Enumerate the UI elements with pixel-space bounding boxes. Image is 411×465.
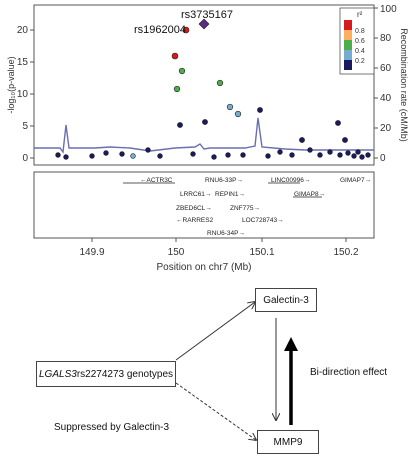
legend-swatch	[344, 60, 352, 70]
legend-title: r²	[357, 10, 363, 19]
snp-point	[277, 149, 283, 155]
gene-label: RNU6-33P→	[205, 177, 243, 184]
snp-point	[365, 152, 371, 158]
y-left-tick: 15	[17, 57, 29, 68]
snp-point	[345, 150, 351, 156]
snp-point	[355, 149, 361, 155]
x-tick: 150	[168, 247, 185, 258]
snp-point	[182, 26, 190, 34]
gene-label: RNU6-34P→	[207, 230, 245, 237]
snp-point	[337, 152, 343, 158]
x-tick: 149.9	[79, 247, 104, 258]
x-tick: 150.1	[249, 247, 274, 258]
snp-point	[327, 149, 333, 155]
snp-point	[173, 85, 181, 93]
snp-point	[130, 153, 136, 159]
y-left-tick: 0	[22, 153, 28, 164]
y-right-axis-label: Recombination rate (cM/Mb)	[399, 28, 409, 142]
y-right-tick: 60	[380, 63, 392, 74]
gene-label: ←RARRES2	[176, 217, 214, 224]
legend-tick: 0.6	[355, 38, 365, 45]
y-left-tick: 20	[17, 25, 29, 36]
snp-point	[55, 152, 61, 158]
snp-point	[289, 152, 295, 158]
snp-point	[89, 153, 95, 159]
legend-swatch	[344, 30, 352, 40]
bi-direction-label: Bi-direction effect	[310, 367, 388, 378]
lead-snp-label: rs3735167	[181, 9, 233, 21]
plot-frame	[33, 4, 375, 166]
snp-point	[103, 150, 109, 156]
regional-association-plot: -log₁₀(p-value) Recombination rate (cM/M…	[6, 4, 409, 273]
arrow-genotype-to-galectin	[175, 302, 255, 361]
gene-track: ←ACTR3C RNU6-33P→ LINC00996→ GIMAP7→ LRR…	[123, 177, 371, 237]
gene-label: ZBED6CL→	[176, 205, 212, 212]
snp-point	[335, 120, 341, 126]
gene-label: LOC728743→	[242, 217, 284, 224]
gene-label: LRRC61→	[180, 191, 211, 198]
y-right-ticks: 0 20 40 60 80 100	[374, 4, 397, 164]
y-left-ticks: 0 5 10 15 20	[17, 25, 34, 164]
recombination-rate-line	[34, 117, 374, 154]
snp-point	[190, 151, 196, 157]
galectin-3-box: Galectin-3	[255, 288, 317, 312]
lead-snp-diamond	[198, 18, 210, 30]
suppressed-label: Suppressed by Galectin-3	[54, 422, 170, 433]
snp-point	[177, 122, 183, 128]
secondary-snp-label: rs1962004	[134, 24, 186, 36]
y-right-tick: 40	[380, 93, 392, 104]
x-axis-label: Position on chr7 (Mb)	[156, 262, 251, 273]
y-left-tick: 10	[17, 89, 29, 100]
snp-point	[226, 103, 234, 111]
snp-point	[216, 79, 224, 87]
snp-point	[257, 107, 263, 113]
gene-track-frame	[33, 171, 375, 239]
snp-point	[211, 154, 217, 160]
y-left-axis-label: -log₁₀(p-value)	[6, 56, 16, 113]
snp-point	[63, 154, 69, 160]
snp-point	[342, 137, 348, 143]
legend-tick: 0.2	[355, 58, 365, 65]
snp-point	[157, 153, 163, 159]
snp-point	[145, 147, 151, 153]
snp-point	[359, 154, 365, 160]
snp-point	[299, 137, 305, 143]
legend-swatch	[344, 20, 352, 30]
snp-point	[351, 153, 357, 159]
x-ticks: 149.9 150 150.1 150.2	[79, 238, 359, 258]
snp-point	[225, 152, 231, 158]
legend-swatch	[344, 50, 352, 60]
arrow-genotype-to-mmp9	[175, 382, 256, 440]
x-tick: 150.2	[333, 247, 358, 258]
genotype-box: LGALS3 rs2274273 genotypes	[36, 361, 176, 387]
gene-label: ←ACTR3C	[140, 177, 173, 184]
mmp9-box: MMP9	[257, 430, 319, 454]
gene-label: LINC00996→	[271, 177, 310, 184]
gene-label: GIMAP8→	[294, 191, 325, 198]
y-left-tick: 5	[22, 121, 28, 132]
y-right-tick: 0	[380, 153, 386, 164]
snp-point	[119, 151, 125, 157]
snp-point	[202, 119, 208, 125]
snp-point	[265, 153, 271, 159]
snp-point	[234, 110, 242, 118]
gene-label: GIMAP7→	[340, 177, 371, 184]
snp-point	[240, 152, 246, 158]
y-right-tick: 20	[380, 123, 392, 134]
snp-point	[171, 52, 179, 60]
gene-label: ZNF775→	[230, 205, 260, 212]
y-right-tick: 100	[380, 4, 397, 15]
snp-points	[55, 26, 371, 160]
snp-point	[317, 152, 323, 158]
genotype-gene: LGALS3	[39, 368, 77, 380]
legend-swatch	[344, 40, 352, 50]
legend-tick: 0.8	[355, 28, 365, 35]
y-right-tick: 80	[380, 33, 392, 44]
genotype-rest: rs2274273 genotypes	[76, 368, 173, 380]
gene-label: REPIN1→	[215, 191, 245, 198]
snp-point	[178, 67, 186, 75]
legend-tick: 0.4	[355, 48, 365, 55]
r2-legend: r² 0.8 0.6 0.4 0.2	[339, 7, 375, 75]
snp-point	[307, 147, 313, 153]
